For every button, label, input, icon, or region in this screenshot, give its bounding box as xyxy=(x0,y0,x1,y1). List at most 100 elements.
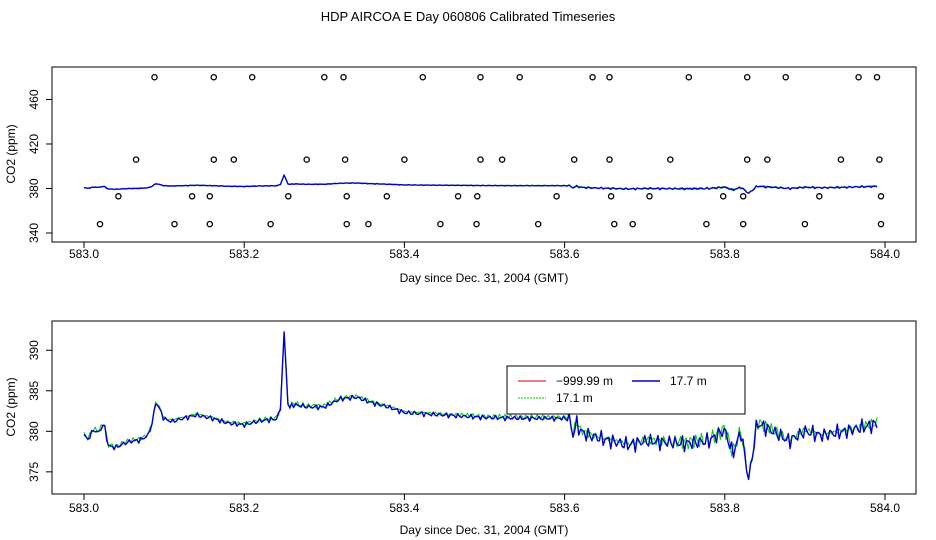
calibration-point xyxy=(498,156,506,163)
x-tick-label: 583.6 xyxy=(550,501,580,515)
x-tick-label: 583.8 xyxy=(710,247,740,261)
series-line-17-1m xyxy=(83,334,878,479)
x-tick-label: 583.0 xyxy=(69,501,99,515)
y-tick-label: 340 xyxy=(27,223,41,243)
x-tick-label: 584.0 xyxy=(870,501,900,515)
calibration-point xyxy=(188,193,196,200)
x-tick-label: 583.2 xyxy=(229,501,259,515)
calibration-point xyxy=(837,156,845,163)
calibration-point xyxy=(171,220,178,228)
calibration-point xyxy=(570,156,578,163)
series-line-17-7m xyxy=(83,174,878,194)
calibration-point xyxy=(341,156,349,163)
calibration-point xyxy=(383,193,391,200)
calibration-point xyxy=(206,220,214,228)
calibration-point xyxy=(477,73,484,81)
calibration-point xyxy=(454,193,462,200)
calibration-point xyxy=(629,220,636,228)
calibration-point xyxy=(685,73,693,81)
calibration-point xyxy=(303,156,310,163)
calibration-point xyxy=(343,220,350,228)
calibration-point xyxy=(553,193,560,200)
calibration-point xyxy=(876,156,883,163)
series-line-17-7m xyxy=(83,331,878,481)
y-tick-label: 460 xyxy=(27,89,41,109)
calibration-point xyxy=(210,156,218,163)
calibration-point xyxy=(340,73,347,81)
top-x-axis-label: Day since Dec. 31, 2004 (GMT) xyxy=(400,271,569,285)
calibration-point xyxy=(473,220,480,228)
calibration-point xyxy=(646,193,653,200)
calibration-point xyxy=(516,73,523,81)
bottom-panel: 583.0 583.2 583.4 583.6 583.8 584.0 375 380 385… xyxy=(4,320,917,537)
calibration-point xyxy=(782,73,789,81)
bottom-y-axis: 375 380 385 390 xyxy=(27,340,53,482)
y-tick-label: 385 xyxy=(27,380,41,400)
calibration-point xyxy=(606,156,613,163)
y-tick-label: 390 xyxy=(27,340,41,360)
top-series-lines xyxy=(83,174,878,194)
calibration-point xyxy=(667,156,674,163)
bottom-x-axis: 583.0 583.2 583.4 583.6 583.8 584.0 xyxy=(69,493,900,515)
calibration-point xyxy=(206,193,214,200)
calibration-point xyxy=(743,156,751,163)
calibration-point xyxy=(739,193,747,200)
legend: −999.99 m 17.7 m 17.1 m xyxy=(506,365,746,415)
legend-label-blue: 17.7 m xyxy=(670,374,707,388)
legend-label-green: 17.1 m xyxy=(556,391,593,405)
calibration-point xyxy=(365,220,372,228)
x-tick-label: 583.0 xyxy=(69,247,99,261)
x-tick-label: 583.2 xyxy=(229,247,259,261)
y-tick-label: 375 xyxy=(27,462,41,482)
calibration-point xyxy=(321,73,328,81)
bottom-series-lines xyxy=(83,331,878,481)
calibration-point xyxy=(607,193,615,200)
calibration-point xyxy=(267,220,274,228)
top-y-axis-label: CO2 (ppm) xyxy=(4,124,18,183)
series-line-17-1m xyxy=(83,174,878,194)
calibration-point xyxy=(877,220,885,228)
calibration-point xyxy=(801,220,809,228)
figure-title: HDP AIRCOA E Day 060806 Calibrated Times… xyxy=(320,9,616,24)
x-tick-label: 584.0 xyxy=(870,247,900,261)
calibration-point xyxy=(739,220,747,228)
calibration-point xyxy=(437,220,444,228)
legend-box xyxy=(506,365,746,415)
calibration-point xyxy=(285,193,292,200)
calibration-point xyxy=(230,156,238,163)
y-tick-label: 420 xyxy=(27,134,41,154)
calibration-point xyxy=(589,73,596,81)
bottom-y-axis-label: CO2 (ppm) xyxy=(4,377,18,436)
top-y-axis: 340 380 420 460 xyxy=(27,89,53,243)
y-tick-label: 380 xyxy=(27,421,41,441)
legend-label-red: −999.99 m xyxy=(556,374,613,388)
calibration-point xyxy=(873,73,881,81)
top-plot-frame xyxy=(51,66,917,243)
calibration-point xyxy=(719,193,727,200)
bottom-plot-frame xyxy=(51,320,917,495)
top-calibration-points xyxy=(96,73,885,228)
calibration-point xyxy=(419,73,427,81)
top-x-axis: 583.0 583.2 583.4 583.6 583.8 584.0 xyxy=(69,241,900,261)
calibration-point xyxy=(151,73,158,81)
x-tick-label: 583.4 xyxy=(389,247,419,261)
calibration-point xyxy=(743,73,751,81)
calibration-point xyxy=(611,220,618,228)
x-tick-label: 583.8 xyxy=(710,501,740,515)
calibration-point xyxy=(703,220,710,228)
calibration-point xyxy=(534,220,542,228)
calibration-point xyxy=(816,193,823,200)
calibration-point xyxy=(764,156,771,163)
calibration-point xyxy=(474,193,481,200)
top-panel: 583.0 583.2 583.4 583.6 583.8 584.0 340 380 420… xyxy=(4,66,917,285)
y-tick-label: 380 xyxy=(27,178,41,198)
calibration-point xyxy=(877,193,885,200)
calibration-point xyxy=(401,156,408,163)
calibration-point xyxy=(606,73,613,81)
calibration-point xyxy=(477,156,484,163)
calibration-point xyxy=(855,73,862,81)
x-tick-label: 583.6 xyxy=(550,247,580,261)
calibration-point xyxy=(248,73,256,81)
bottom-x-axis-label: Day since Dec. 31, 2004 (GMT) xyxy=(400,523,569,537)
